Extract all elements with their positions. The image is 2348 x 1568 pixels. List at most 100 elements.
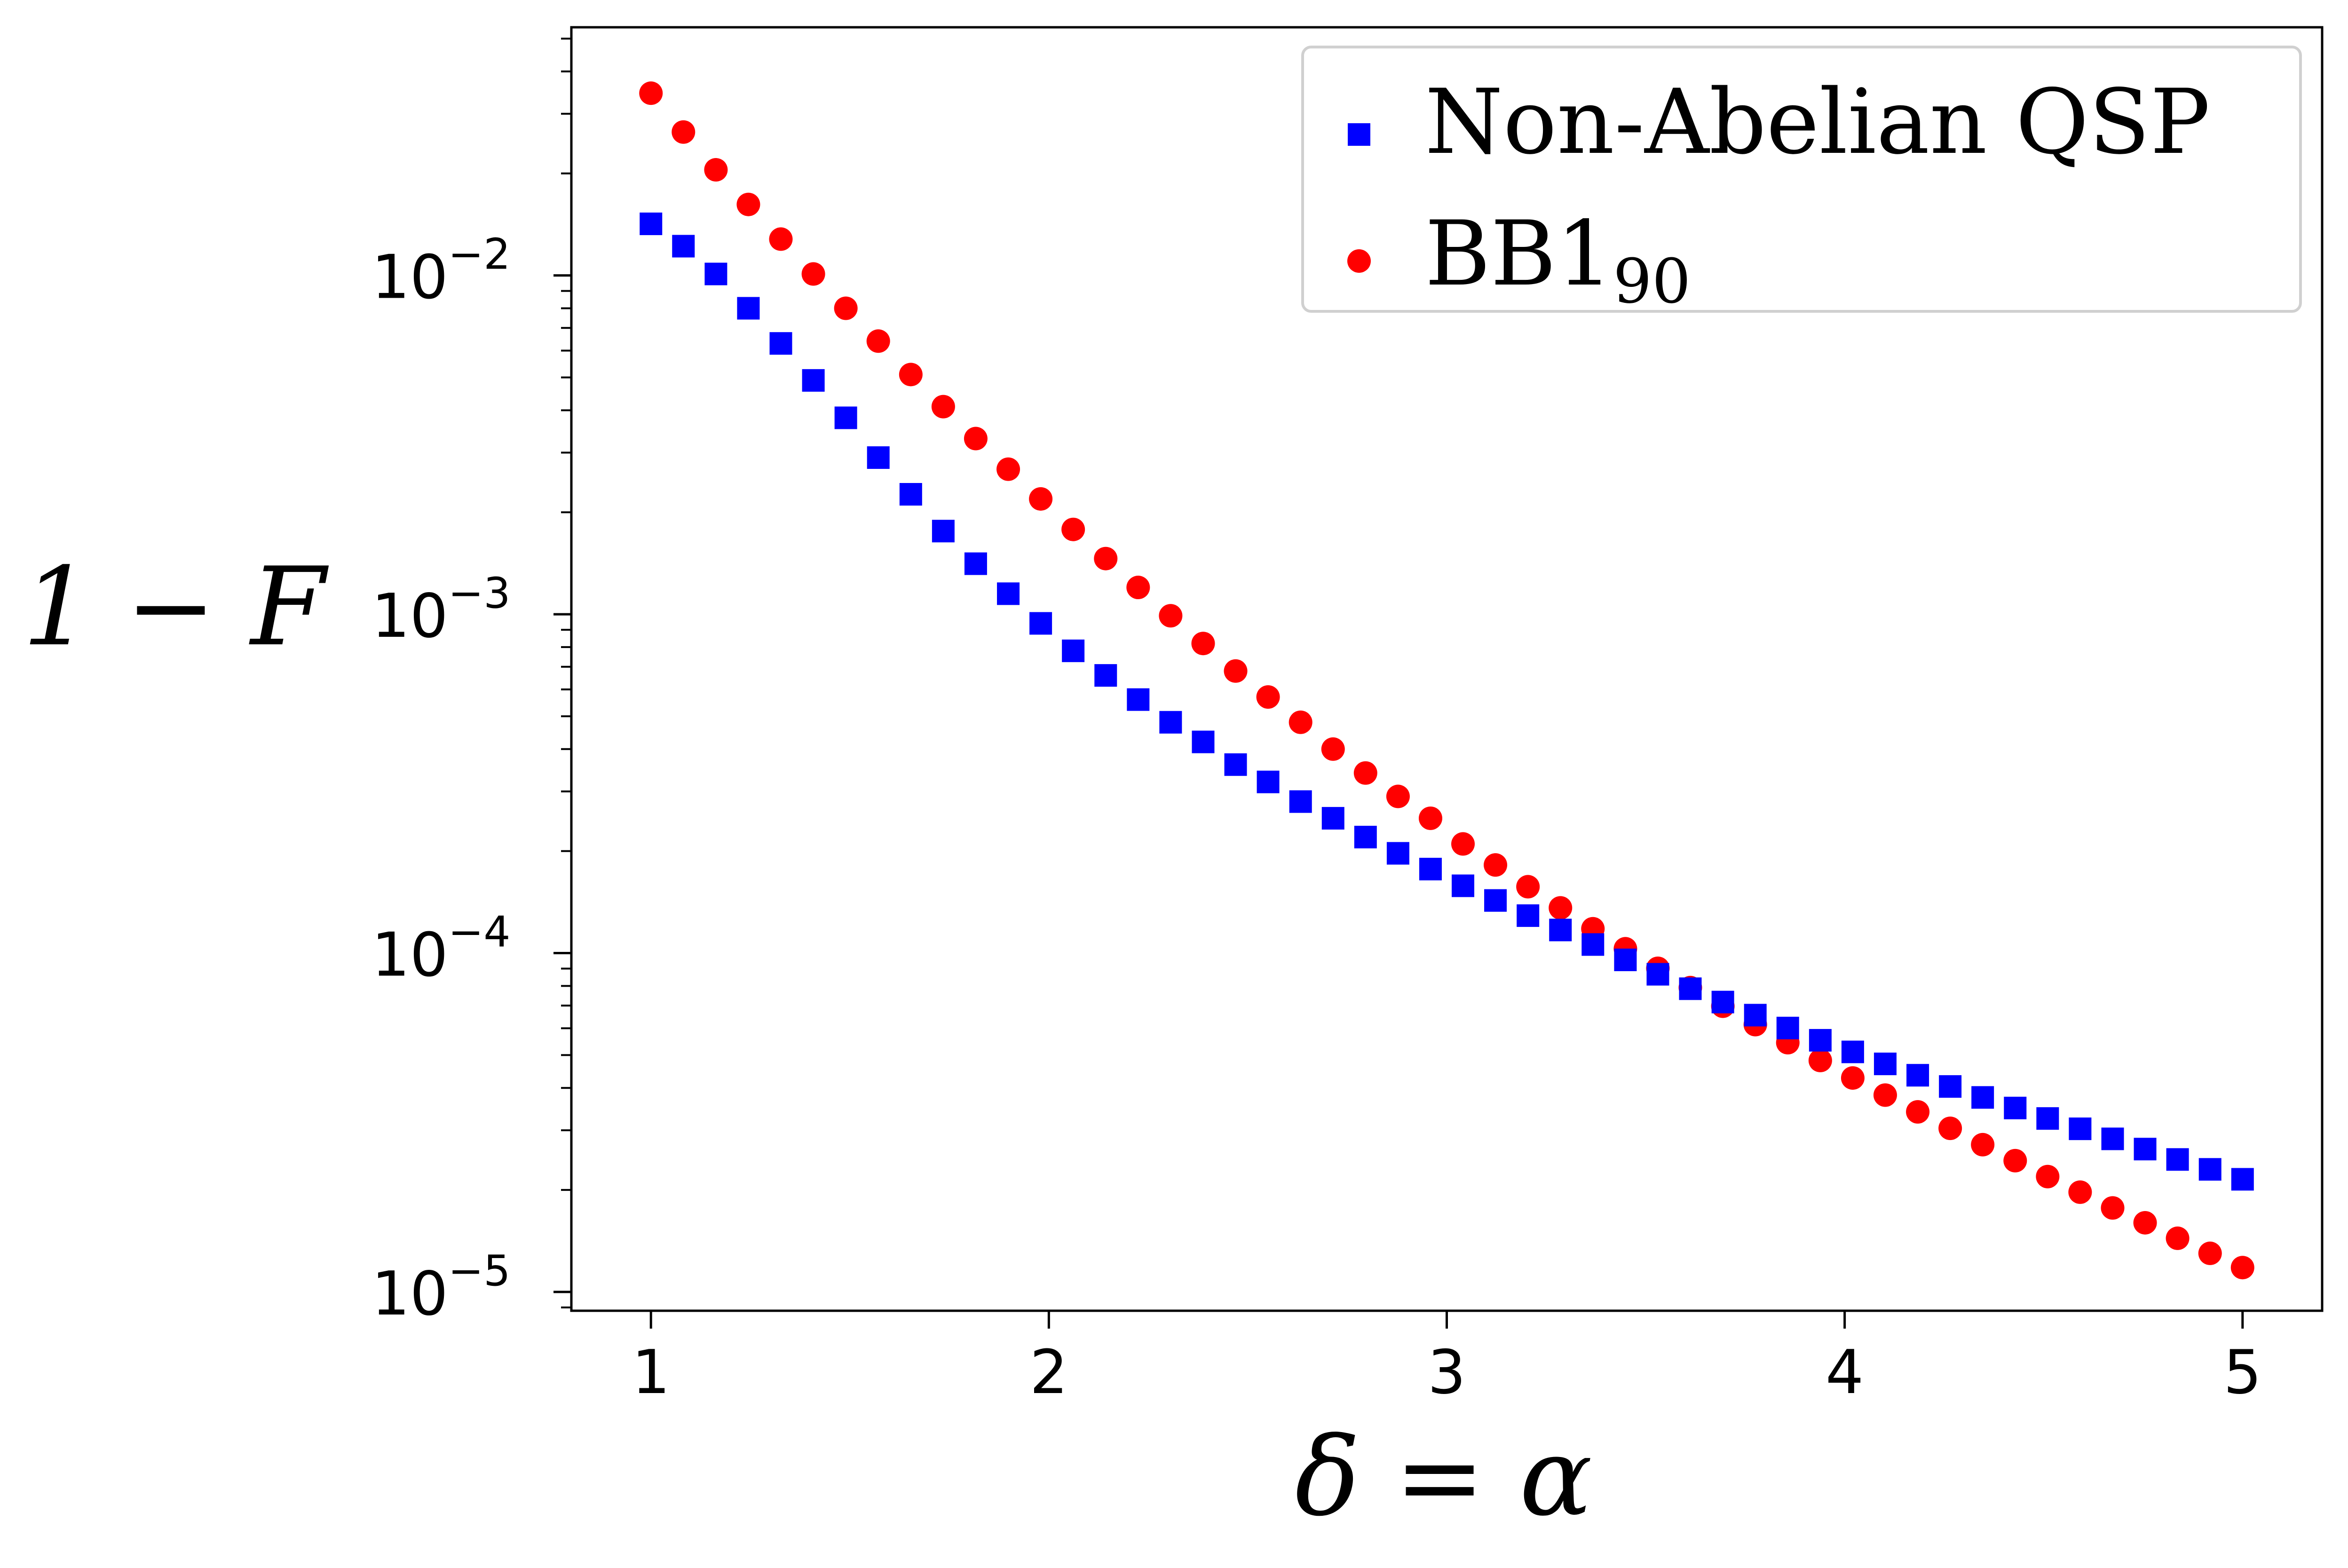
point-non-abelian-qsp — [1094, 664, 1117, 687]
point-non-abelian-qsp — [1452, 874, 1475, 897]
point-non-abelian-qsp — [672, 235, 695, 258]
point-bb1-90 — [2068, 1180, 2092, 1204]
point-non-abelian-qsp — [1679, 977, 1702, 1000]
point-non-abelian-qsp — [1192, 730, 1215, 753]
point-non-abelian-qsp — [2036, 1107, 2059, 1130]
plot-frame — [570, 26, 2324, 1312]
point-non-abelian-qsp — [1646, 963, 1669, 986]
point-bb1-90 — [2036, 1164, 2060, 1188]
point-bb1-90 — [2101, 1196, 2125, 1220]
point-bb1-90 — [1191, 632, 1215, 656]
point-non-abelian-qsp — [1289, 790, 1312, 813]
point-bb1-90 — [1971, 1132, 1995, 1156]
point-bb1-90 — [1126, 576, 1150, 600]
point-non-abelian-qsp — [1614, 948, 1637, 971]
point-non-abelian-qsp — [1386, 842, 1409, 865]
point-bb1-90 — [1029, 487, 1053, 511]
point-non-abelian-qsp — [704, 262, 727, 285]
point-bb1-90 — [1841, 1066, 1865, 1090]
point-bb1-90 — [1808, 1048, 1832, 1072]
y-tick-label: 10−4 — [372, 908, 511, 990]
point-bb1-90 — [1451, 832, 1475, 856]
point-non-abelian-qsp — [1549, 919, 1572, 942]
y-tick-base: 10 — [372, 920, 448, 990]
point-non-abelian-qsp — [1257, 770, 1280, 793]
point-bb1-90 — [2003, 1148, 2027, 1172]
point-bb1-90 — [1321, 737, 1345, 761]
x-axis-ticks: 1 2 3 4 5 — [632, 1311, 2261, 1408]
point-bb1-90 — [1224, 659, 1248, 683]
point-bb1-90 — [639, 81, 663, 105]
point-bb1-90 — [1256, 685, 1280, 709]
point-non-abelian-qsp — [997, 582, 1020, 605]
point-bb1-90 — [1386, 784, 1410, 808]
point-non-abelian-qsp — [1517, 904, 1540, 927]
point-non-abelian-qsp — [2134, 1138, 2157, 1161]
point-bb1-90 — [964, 427, 988, 451]
point-non-abelian-qsp — [2101, 1127, 2124, 1150]
point-bb1-90 — [931, 395, 955, 419]
y-tick-base: 10 — [372, 581, 448, 651]
point-non-abelian-qsp — [1062, 639, 1085, 662]
point-bb1-90 — [1938, 1117, 1962, 1140]
point-non-abelian-qsp — [2231, 1168, 2254, 1191]
point-bb1-90 — [996, 457, 1020, 481]
y-tick-base: 10 — [372, 1259, 448, 1329]
legend-label-non-abelian-qsp: Non-Abelian QSP — [1425, 70, 2210, 174]
point-non-abelian-qsp — [1711, 990, 1734, 1014]
series-0 — [640, 212, 2254, 1191]
legend-box — [1301, 46, 2302, 313]
legend-marker-non-abelian-qsp — [1348, 123, 1370, 146]
point-non-abelian-qsp — [1224, 753, 1247, 776]
point-bb1-90 — [1094, 546, 1118, 570]
point-non-abelian-qsp — [899, 483, 922, 506]
point-bb1-90 — [2166, 1226, 2190, 1250]
x-tick-label: 3 — [1428, 1338, 1466, 1408]
point-bb1-90 — [834, 296, 858, 320]
point-non-abelian-qsp — [932, 520, 955, 543]
point-bb1-90 — [704, 158, 728, 182]
y-tick-exponent: −2 — [448, 230, 511, 279]
point-non-abelian-qsp — [1127, 688, 1150, 711]
point-non-abelian-qsp — [1744, 1004, 1767, 1027]
y-minor-ticks — [561, 38, 571, 1308]
y-tick-exponent: −4 — [448, 908, 511, 957]
point-non-abelian-qsp — [964, 552, 987, 575]
x-tick-label: 4 — [1826, 1338, 1864, 1408]
point-non-abelian-qsp — [2166, 1148, 2189, 1171]
point-bb1-90 — [866, 329, 890, 353]
point-non-abelian-qsp — [1939, 1075, 1962, 1098]
y-tick-exponent: −3 — [448, 569, 511, 618]
point-non-abelian-qsp — [640, 212, 663, 235]
series-1 — [639, 81, 2254, 1280]
point-non-abelian-qsp — [769, 332, 792, 355]
point-non-abelian-qsp — [1809, 1029, 1832, 1052]
point-non-abelian-qsp — [834, 406, 857, 429]
point-non-abelian-qsp — [1971, 1086, 1994, 1109]
point-bb1-90 — [2198, 1241, 2222, 1265]
point-bb1-90 — [801, 262, 825, 286]
point-non-abelian-qsp — [1581, 933, 1605, 956]
point-non-abelian-qsp — [1029, 612, 1052, 635]
x-tick-label: 2 — [1030, 1338, 1068, 1408]
point-bb1-90 — [2230, 1256, 2254, 1280]
point-bb1-90 — [1873, 1083, 1897, 1107]
point-bb1-90 — [899, 363, 923, 387]
point-bb1-90 — [1484, 853, 1508, 877]
point-bb1-90 — [1516, 875, 1540, 899]
y-tick-base: 10 — [372, 243, 448, 313]
point-bb1-90 — [1418, 806, 1442, 830]
y-tick-label: 10−5 — [372, 1246, 511, 1329]
x-tick-label: 5 — [2223, 1338, 2261, 1408]
legend-marker-bb1-90 — [1347, 249, 1371, 273]
point-bb1-90 — [769, 227, 793, 251]
point-non-abelian-qsp — [867, 446, 890, 469]
y-axis-title: 1 − F — [23, 545, 329, 670]
point-non-abelian-qsp — [2069, 1117, 2092, 1140]
legend-label-bb1-subscript: 90 — [1613, 245, 1691, 317]
point-bb1-90 — [2133, 1211, 2157, 1235]
point-bb1-90 — [672, 120, 696, 144]
x-axis-title: δ = α — [1295, 1415, 1593, 1540]
point-non-abelian-qsp — [1776, 1016, 1799, 1039]
